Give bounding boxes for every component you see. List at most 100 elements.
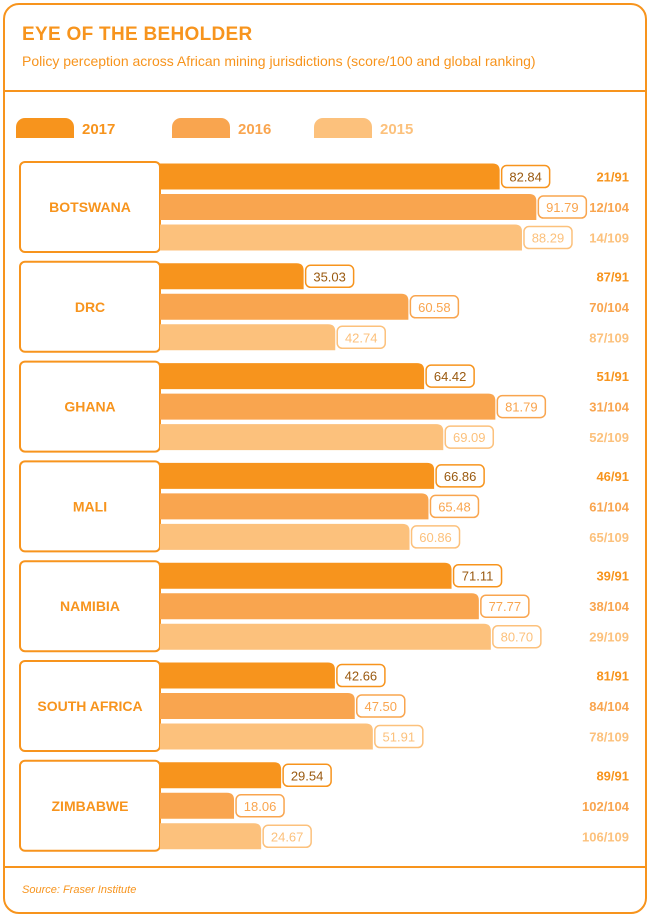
- value-label-2016-south-africa: 47.50: [364, 699, 397, 714]
- value-label-2017-namibia: 71.11: [462, 569, 494, 584]
- value-label-2016-namibia: 77.77: [489, 599, 522, 614]
- category-label-drc: DRC: [75, 299, 105, 315]
- bar-2017-mali: [160, 462, 435, 489]
- bar-2016-mali: [160, 493, 429, 520]
- rank-label-2015-mali: 65/109: [589, 530, 629, 545]
- bar-2016-ghana: [160, 393, 496, 420]
- bar-2016-drc: [160, 293, 409, 320]
- value-label-2016-mali: 65.48: [438, 499, 471, 514]
- bar-2015-ghana: [160, 424, 444, 451]
- value-label-2017-ghana: 64.42: [434, 369, 467, 384]
- value-box-2015-mali: [410, 525, 461, 549]
- category-label-namibia: NAMIBIA: [60, 598, 120, 614]
- value-box-2017-namibia: [452, 563, 503, 588]
- rank-label-2017-ghana: 51/91: [596, 369, 629, 384]
- value-box-2017-botswana: [500, 164, 551, 189]
- rank-label-2016-botswana: 12/104: [589, 200, 630, 215]
- rank-label-2016-namibia: 38/104: [589, 599, 630, 614]
- rank-label-2017-namibia: 39/91: [596, 569, 629, 584]
- value-label-2015-namibia: 80.70: [501, 630, 534, 645]
- bar-2017-ghana: [160, 363, 425, 390]
- value-label-2017-mali: 66.86: [444, 469, 477, 484]
- bar-2016-namibia: [160, 593, 479, 620]
- value-label-2015-zimbabwe: 24.67: [271, 829, 304, 844]
- rank-label-2015-drc: 87/109: [589, 330, 629, 345]
- bar-2017-zimbabwe: [160, 762, 282, 789]
- bar-2016-zimbabwe: [160, 792, 235, 819]
- rank-label-2015-ghana: 52/109: [589, 430, 629, 445]
- category-label-mali: MALI: [73, 498, 107, 514]
- rank-label-2015-south-africa: 78/109: [589, 730, 629, 745]
- value-box-2015-botswana: [523, 225, 573, 250]
- bar-2017-botswana: [160, 163, 500, 190]
- rank-label-2017-mali: 46/91: [596, 469, 629, 484]
- value-label-2015-ghana: 69.09: [453, 430, 486, 445]
- value-box-2015-namibia: [492, 624, 542, 649]
- rank-label-2017-south-africa: 81/91: [596, 669, 629, 684]
- rank-label-2016-ghana: 31/104: [589, 400, 630, 415]
- value-box-2016-ghana: [496, 394, 547, 419]
- rank-label-2016-zimbabwe: 102/104: [582, 799, 630, 814]
- value-label-2015-drc: 42.74: [345, 330, 378, 345]
- category-label-ghana: GHANA: [64, 399, 115, 415]
- source-note: Source: Fraser Institute: [22, 884, 137, 896]
- value-box-2016-mali: [429, 494, 480, 519]
- value-label-2016-zimbabwe: 18.06: [244, 799, 277, 814]
- value-box-2017-drc: [304, 264, 355, 289]
- legend-swatch-2017: [16, 118, 74, 138]
- bar-2017-drc: [160, 263, 304, 290]
- rank-label-2015-botswana: 14/109: [589, 231, 629, 246]
- value-box-2017-south-africa: [336, 663, 386, 688]
- value-box-2016-zimbabwe: [235, 794, 285, 818]
- category-label-botswana: BOTSWANA: [49, 199, 131, 215]
- rank-label-2017-drc: 87/91: [596, 269, 629, 284]
- value-box-2017-zimbabwe: [282, 763, 332, 788]
- rank-label-2017-botswana: 21/91: [596, 170, 629, 185]
- bar-2016-botswana: [160, 194, 537, 220]
- bar-2015-namibia: [160, 623, 491, 650]
- rank-label-2015-namibia: 29/109: [589, 630, 629, 645]
- chart-frame: [3, 3, 647, 914]
- rank-label-2016-mali: 61/104: [589, 499, 630, 514]
- bar-2015-zimbabwe: [160, 823, 262, 850]
- value-box-2016-namibia: [480, 594, 530, 618]
- value-label-2017-zimbabwe: 29.54: [291, 768, 324, 783]
- value-label-2016-ghana: 81.79: [505, 400, 538, 415]
- value-box-2016-south-africa: [356, 694, 406, 718]
- category-label-south-africa: SOUTH AFRICA: [37, 698, 142, 714]
- value-box-2017-ghana: [425, 364, 475, 388]
- value-box-2015-ghana: [444, 425, 495, 449]
- bar-2015-botswana: [160, 224, 522, 251]
- legend-label-2015: 2015: [380, 121, 414, 138]
- value-label-2017-south-africa: 42.66: [345, 669, 378, 684]
- value-box-2017-mali: [435, 464, 485, 488]
- bar-2017-south-africa: [160, 662, 335, 689]
- value-label-2017-botswana: 82.84: [509, 170, 542, 185]
- value-label-2015-south-africa: 51.91: [383, 730, 416, 745]
- bar-2015-drc: [160, 324, 336, 351]
- value-box-2015-drc: [336, 325, 386, 350]
- value-label-2015-mali: 60.86: [419, 530, 452, 545]
- bar-2015-south-africa: [160, 723, 373, 750]
- footer-divider: [5, 866, 645, 868]
- value-box-2016-botswana: [537, 195, 588, 219]
- value-box-2015-zimbabwe: [262, 824, 312, 849]
- rank-label-2016-south-africa: 84/104: [589, 699, 630, 714]
- bar-2017-namibia: [160, 562, 452, 589]
- value-label-2016-botswana: 91.79: [546, 200, 579, 215]
- value-box-2015-south-africa: [374, 724, 424, 749]
- legend-label-2017: 2017: [82, 121, 116, 138]
- bar-2015-mali: [160, 523, 410, 550]
- legend-label-2016: 2016: [238, 121, 272, 138]
- category-label-zimbabwe: ZIMBABWE: [52, 798, 129, 814]
- value-label-2015-botswana: 88.29: [532, 231, 565, 246]
- value-box-2016-drc: [409, 295, 460, 319]
- legend-swatch-2015: [314, 118, 372, 138]
- header-divider: [5, 90, 645, 92]
- rank-label-2016-drc: 70/104: [589, 300, 630, 315]
- rank-label-2017-zimbabwe: 89/91: [596, 768, 629, 783]
- chart-title: EYE OF THE BEHOLDER: [22, 24, 253, 45]
- value-label-2016-drc: 60.58: [418, 300, 451, 315]
- legend-swatch-2016: [172, 118, 230, 138]
